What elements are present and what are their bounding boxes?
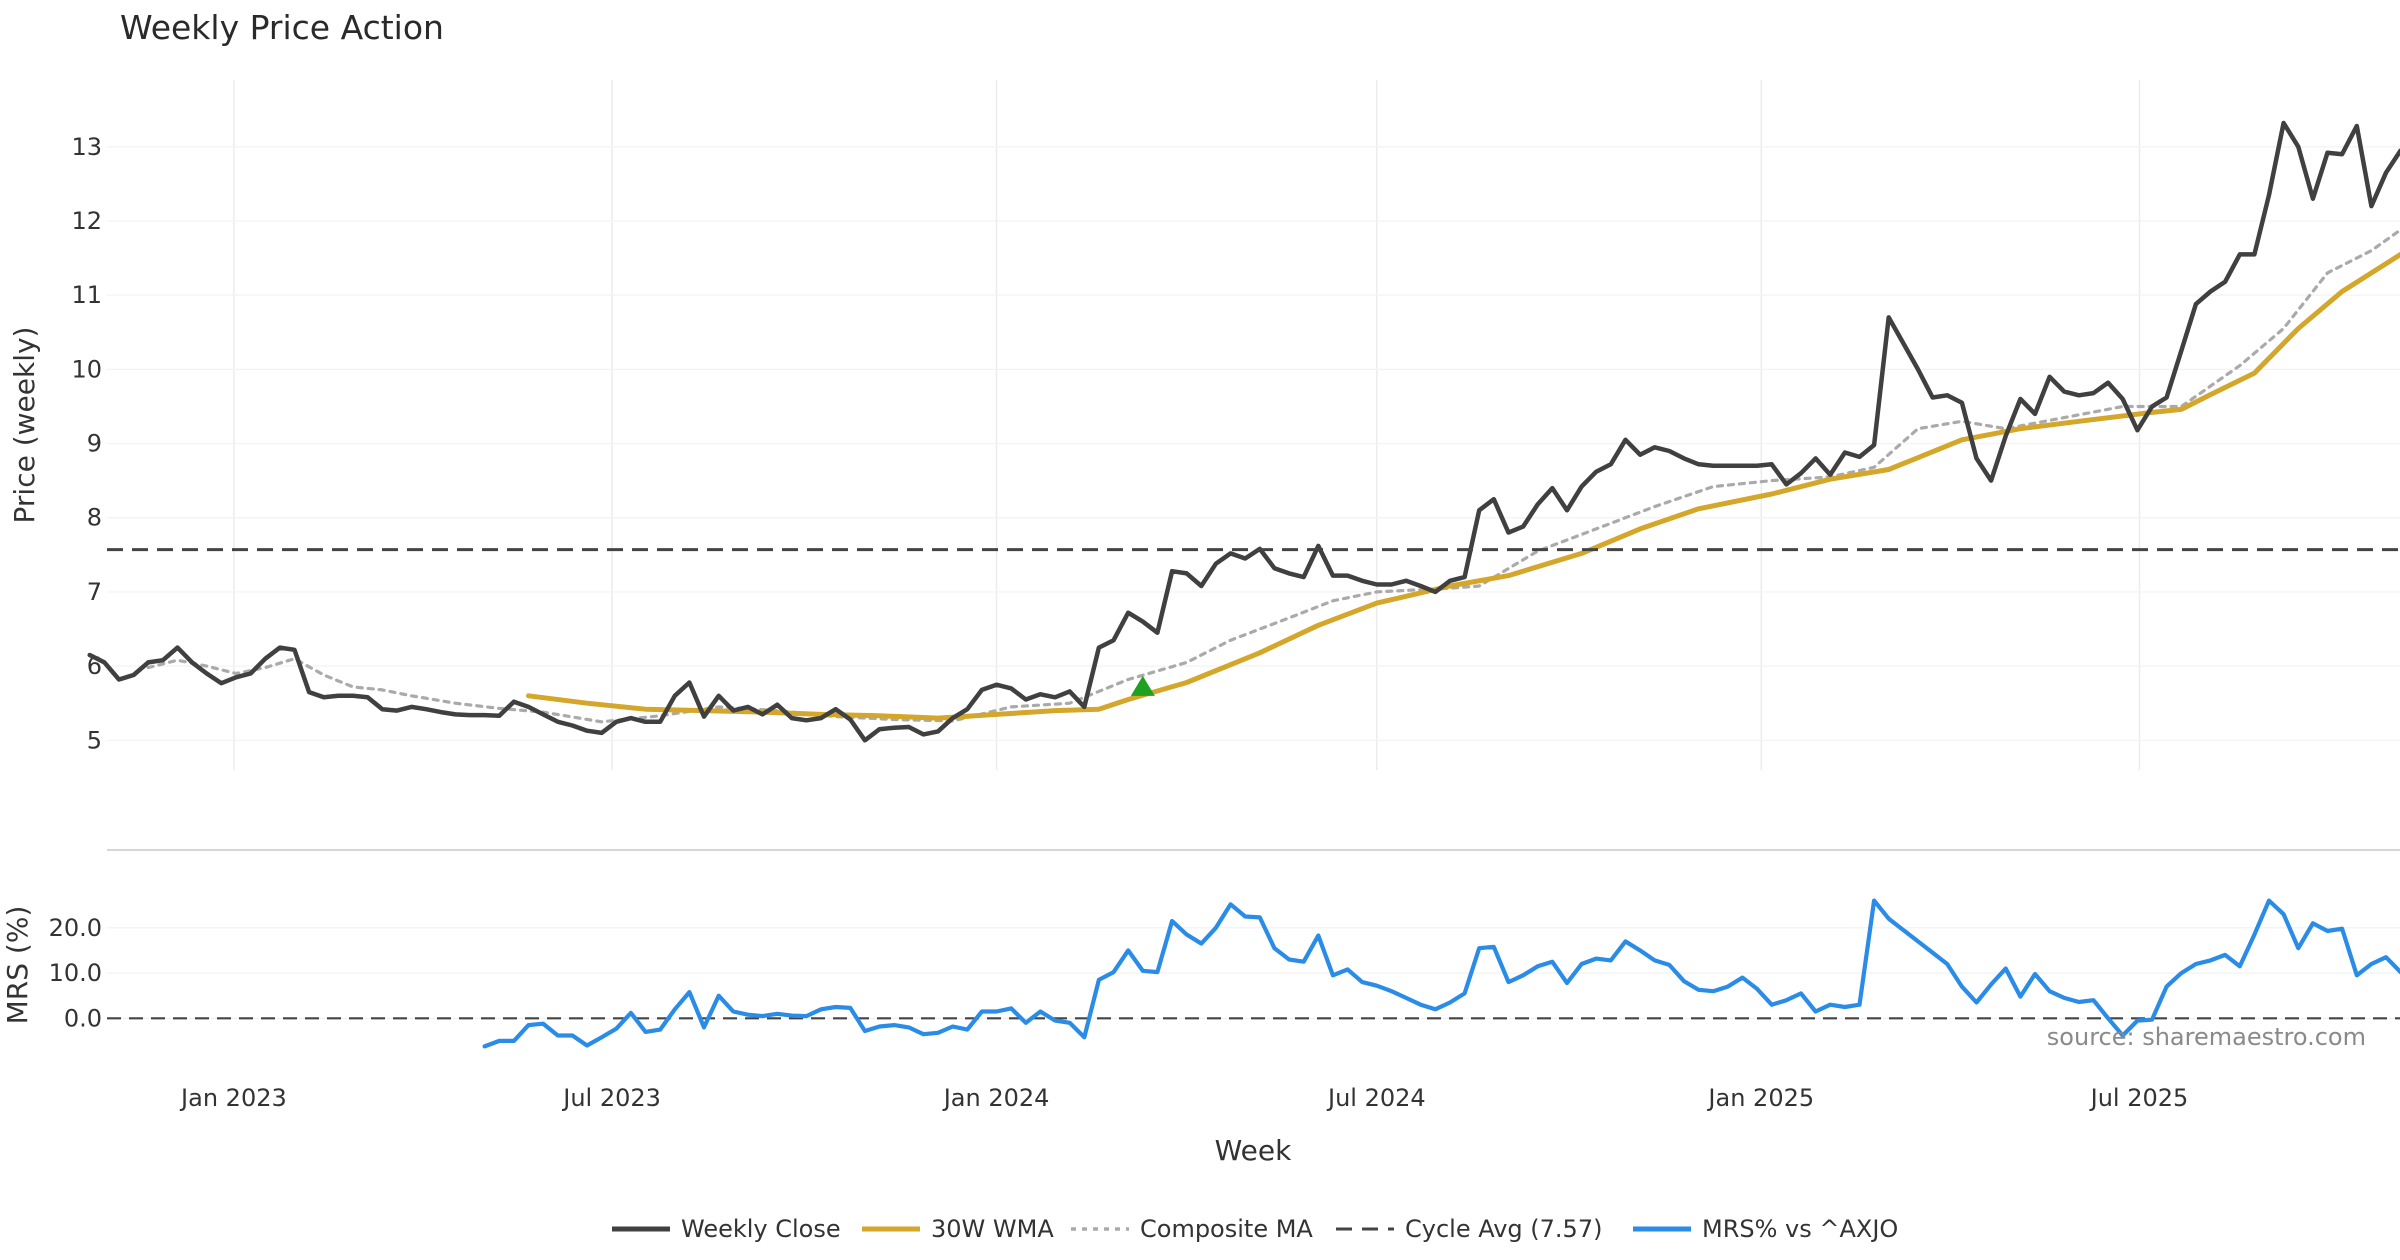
- mrs-y-axis-label: MRS (%): [1, 906, 34, 1025]
- x-tick-label: Jan 2023: [179, 1084, 287, 1112]
- mrs-y-tick-label: 0.0: [64, 1004, 102, 1032]
- price-y-tick-label: 12: [71, 207, 102, 235]
- mrs-line: [482, 898, 2400, 1049]
- x-tick-label: Jul 2023: [561, 1084, 661, 1112]
- mrs-y-tick-label: 10.0: [49, 959, 102, 987]
- price-y-tick-label: 10: [71, 355, 102, 383]
- x-axis-ticks: Jan 2023 Jul 2023 Jan 2024 Jul 2024 Jan 2025…: [179, 1084, 2188, 1112]
- mrs-y-tick-label: 20.0: [49, 914, 102, 942]
- legend-label: Cycle Avg (7.57): [1405, 1215, 1602, 1243]
- x-tick-label: Jul 2024: [1326, 1084, 1426, 1112]
- legend-label: Weekly Close: [681, 1215, 841, 1243]
- mrs-y-ticks: 0.0 10.0 20.0: [49, 914, 102, 1033]
- legend-label: Composite MA: [1140, 1215, 1313, 1243]
- legend: Weekly Close 30W WMA Composite MA Cycle Avg…: [612, 1215, 1898, 1243]
- price-y-tick-label: 8: [87, 504, 102, 532]
- price-y-tick-label: 7: [87, 578, 102, 606]
- series-lines: [87, 120, 2400, 1049]
- price-y-tick-label: 13: [71, 133, 102, 161]
- weekly-close-line: [87, 120, 2400, 743]
- legend-label: 30W WMA: [931, 1215, 1054, 1243]
- price-y-tick-label: 5: [87, 726, 102, 754]
- chart-title: Weekly Price Action: [120, 8, 444, 47]
- x-tick-label: Jul 2025: [2089, 1084, 2189, 1112]
- price-y-axis-label: Price (weekly): [8, 327, 41, 524]
- x-tick-label: Jan 2025: [1706, 1084, 1814, 1112]
- source-note: source: sharemaestro.com: [2047, 1023, 2366, 1051]
- legend-label: MRS% vs ^AXJO: [1702, 1215, 1898, 1243]
- composite-ma-line: [146, 228, 2400, 724]
- x-tick-label: Jan 2024: [942, 1084, 1050, 1112]
- price-y-tick-label: 9: [87, 430, 102, 458]
- grid-lines: [107, 80, 2400, 1019]
- price-y-tick-label: 11: [71, 281, 102, 309]
- buy-signal-marker: [1130, 675, 1155, 696]
- 30w-wma-line: [526, 251, 2400, 721]
- x-axis-label: Week: [1215, 1134, 1292, 1167]
